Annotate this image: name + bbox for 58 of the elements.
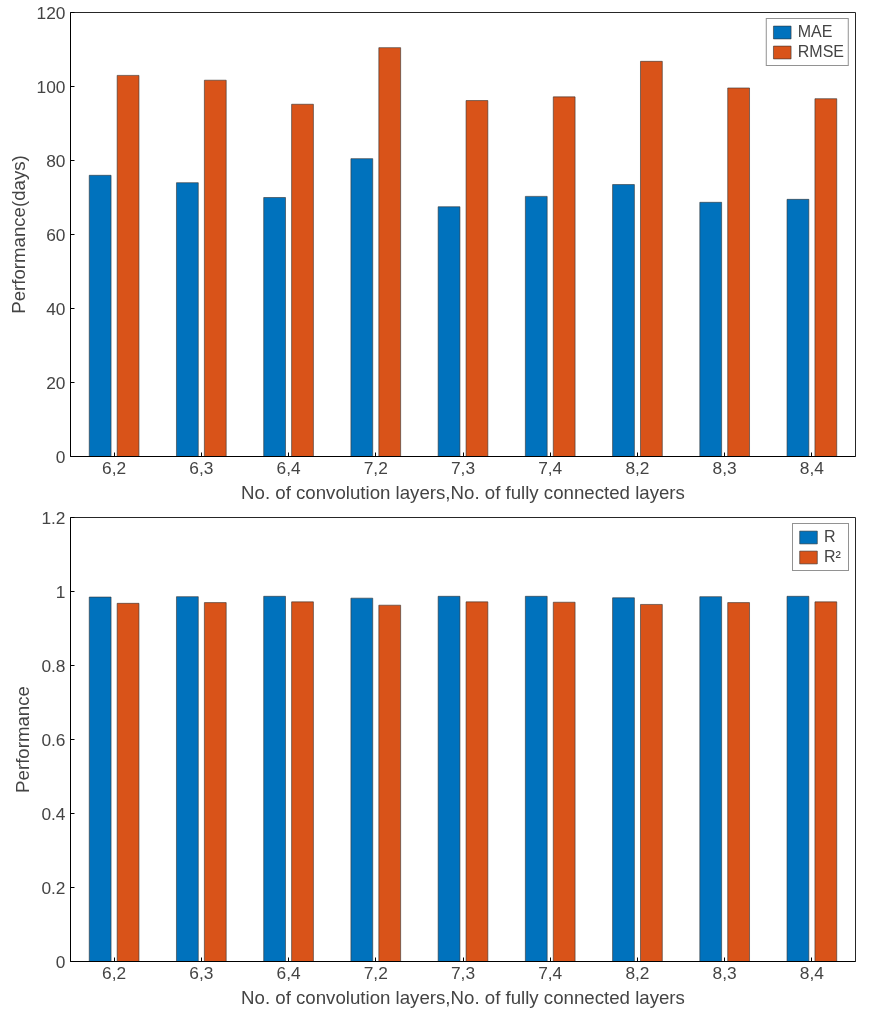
bar	[699, 202, 722, 457]
x-tick-label: 8,4	[799, 457, 825, 478]
y-tick-label: 40	[46, 298, 66, 319]
x-tick-label: 6,4	[276, 457, 301, 478]
y-tick-label: 0.8	[41, 655, 66, 676]
x-tick-label: 8,3	[712, 962, 737, 983]
x-tick-label: 6,4	[276, 962, 301, 983]
x-tick-label: 7,3	[450, 962, 476, 983]
bar	[814, 98, 838, 457]
x-tick-label: 7,2	[363, 457, 388, 478]
x-tick-label: 6,2	[102, 962, 127, 983]
bar	[204, 79, 227, 457]
y-tick-label: 80	[46, 150, 66, 171]
y-tick-label: 0.4	[41, 803, 66, 824]
y-tick-label: 0.6	[41, 729, 66, 750]
legend-label: R	[824, 528, 837, 546]
bar	[525, 196, 548, 457]
bar	[437, 206, 461, 457]
bar	[291, 103, 314, 457]
x-axis-title: No. of convolution layers,No. of fully connected layers	[241, 986, 685, 1008]
y-tick-label: 60	[46, 224, 66, 245]
x-tick-label: 8,3	[712, 457, 737, 478]
x-axis-title: No. of convolution layers,No. of fully connected layers	[241, 481, 685, 503]
y-axis-title: Performance	[12, 686, 34, 793]
bar	[378, 47, 401, 457]
y-tick-label: 100	[36, 76, 66, 97]
bar	[786, 199, 810, 457]
x-tick-label: 8,2	[625, 457, 650, 478]
y-tick-label: 0	[55, 446, 66, 467]
bar	[552, 96, 576, 457]
y-tick-label: 0.2	[41, 877, 66, 898]
bar	[350, 158, 374, 457]
bar	[116, 75, 140, 457]
y-axis-title: Performance(days)	[7, 155, 29, 314]
y-tick-label: 1.2	[41, 507, 66, 528]
bar	[176, 182, 199, 457]
y-tick-label: 120	[36, 2, 66, 23]
legend-label: RMSE	[797, 43, 844, 61]
x-tick-label: 7,3	[450, 457, 476, 478]
x-tick-label: 7,4	[538, 962, 563, 983]
x-tick-label: 6,3	[189, 962, 214, 983]
bar	[465, 100, 489, 457]
bar	[640, 61, 663, 457]
x-tick-label: 6,2	[102, 457, 127, 478]
x-tick-label: 8,2	[625, 962, 650, 983]
x-tick-label: 7,2	[363, 962, 388, 983]
bar	[88, 175, 112, 457]
bar	[263, 197, 286, 457]
x-tick-label: 6,3	[189, 457, 214, 478]
x-tick-label: 8,4	[799, 962, 825, 983]
legend-label: MAE	[797, 23, 833, 41]
x-tick-label: 7,4	[538, 457, 563, 478]
y-tick-label: 20	[46, 372, 66, 393]
legend-label: R²	[824, 548, 842, 566]
bar	[612, 184, 635, 457]
bar	[727, 87, 750, 457]
y-tick-label: 0	[55, 951, 66, 972]
y-tick-label: 1	[55, 581, 66, 602]
